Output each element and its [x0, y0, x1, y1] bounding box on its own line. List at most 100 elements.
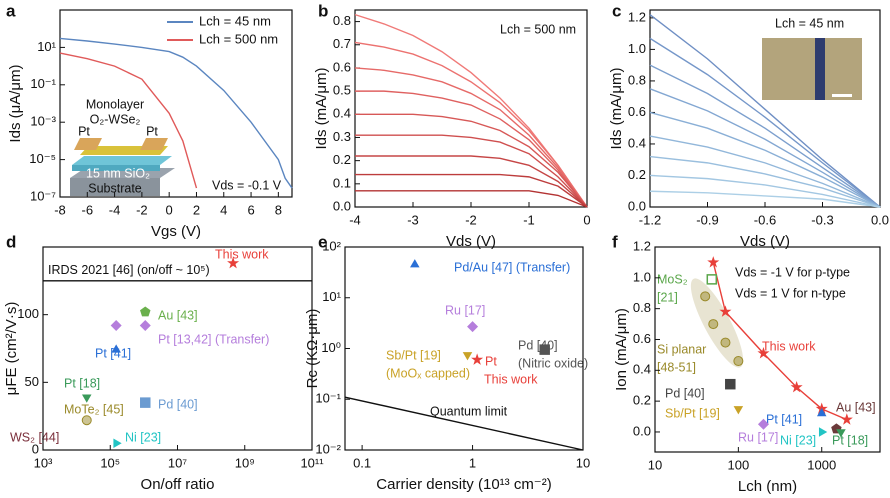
series-line [649, 155, 881, 208]
point-label: Ru [17] [738, 430, 778, 444]
data-point [110, 319, 122, 331]
data-point [113, 438, 122, 448]
x-tick-label: 6 [247, 202, 254, 217]
data-point [757, 418, 769, 430]
x-tick-label: 4 [220, 202, 227, 217]
data-point [720, 337, 731, 348]
x-tick-label: -0.6 [754, 212, 776, 227]
x-tick-label: -3 [407, 212, 419, 227]
x-tick-label: 1 [469, 455, 476, 470]
series-line [355, 90, 588, 208]
point-label: Au [43] [836, 400, 876, 414]
x-tick-label: 10⁵ [100, 455, 120, 470]
x-tick-label: -4 [109, 202, 121, 217]
y-tick-label: 10⁻¹ [315, 391, 341, 406]
x-tick-label: 10³ [34, 455, 53, 470]
series-line [355, 155, 588, 208]
annotation: Substrate [88, 181, 142, 195]
legend-label: Lch = 500 nm [199, 31, 278, 46]
x-tick-label: 1000 [807, 457, 836, 472]
annotation: Vds = -0.1 V [212, 178, 282, 192]
y-axis-label: Ion (mA/μm) [613, 308, 630, 391]
y-tick-label: 10⁻⁵ [29, 151, 56, 166]
point-label: Pt [18] [64, 376, 100, 390]
data-point [467, 321, 479, 333]
y-tick-label: 0.2 [628, 167, 646, 182]
x-tick-label: -1.2 [639, 212, 661, 227]
annotation: This work [484, 372, 538, 386]
data-point [462, 352, 473, 361]
x-axis-label: Vgs (V) [151, 223, 201, 240]
point-label: Sb/Pt [19] [386, 348, 441, 362]
y-tick-label: 1.2 [628, 9, 646, 24]
data-point [836, 429, 846, 438]
data-point [410, 259, 420, 268]
data-point [139, 319, 151, 331]
point-label: MoTe₂ [45] [64, 402, 124, 416]
y-tick-label: 0.4 [628, 135, 646, 150]
y-tick-label: 10⁰ [321, 340, 341, 355]
x-tick-label: 10 [576, 455, 590, 470]
series-line [355, 113, 588, 208]
y-tick-label: 0.6 [633, 331, 651, 346]
annotation: Pt [78, 124, 90, 138]
annotation: 15 nm SiO₂ [86, 166, 150, 180]
point-label: Pt [485, 354, 497, 368]
annotation: Monolayer [86, 97, 144, 111]
x-axis-label: Lch (nm) [738, 478, 797, 495]
y-tick-label: 0 [32, 441, 39, 456]
point-label: Pd [40] [158, 397, 198, 411]
annotation: Pt [146, 124, 158, 138]
y-tick-label: 100 [17, 306, 39, 321]
x-tick-label: 2 [193, 202, 200, 217]
series-line [649, 111, 881, 208]
y-tick-label: 10² [322, 238, 341, 253]
panel-label: d [6, 232, 16, 251]
y-tick-label: 10¹ [37, 39, 56, 54]
series-line [649, 174, 881, 208]
annotation: Vds = 1 V for n-type [735, 286, 846, 300]
data-point [725, 378, 736, 390]
data-point [733, 356, 744, 367]
point-label: Pt [41] [766, 412, 802, 426]
series-line [355, 134, 588, 208]
data-point [840, 413, 853, 425]
y-axis-label: Ids (mA/μm) [313, 68, 330, 150]
x-tick-label: -2 [465, 212, 477, 227]
data-point [757, 347, 770, 359]
x-axis-label: Carrier density (10¹³ cm⁻²) [376, 476, 551, 493]
annotation: (MoOₓ capped) [386, 366, 470, 380]
annotation: [21] [657, 290, 678, 304]
annotation: Lch = 500 nm [500, 22, 576, 36]
y-tick-label: 0.8 [628, 72, 646, 87]
x-tick-label: -1 [523, 212, 535, 227]
y-tick-label: 10⁻¹ [30, 76, 56, 91]
point-label: Pd [40] [665, 386, 705, 400]
x-tick-label: -0.9 [696, 212, 718, 227]
point-label: Ni [23] [125, 430, 161, 444]
series-line [355, 173, 588, 208]
series-line [649, 64, 881, 208]
y-axis-label: Ids (μA/μm) [7, 64, 24, 142]
point-label: Si planar [657, 342, 706, 356]
y-tick-label: 50 [25, 374, 39, 389]
y-axis-label: μFE (cm²/V·s) [3, 302, 20, 396]
point-label: MoS₂ [657, 272, 688, 286]
y-tick-label: 0.0 [333, 198, 351, 213]
series-line [355, 190, 588, 208]
y-tick-label: 0.1 [333, 175, 351, 190]
data-point [471, 353, 484, 365]
point-label: Ru [17] [445, 303, 485, 317]
data-point [719, 305, 732, 317]
x-tick-label: -2 [136, 202, 148, 217]
trend-line [712, 262, 848, 421]
y-tick-label: 0.8 [633, 300, 651, 315]
data-point [818, 427, 828, 437]
point-label: Pt [13,42] (Transfer) [158, 332, 269, 346]
point-label: Pt [41] [95, 346, 131, 360]
y-axis-label: Ids (mA/μm) [608, 68, 625, 150]
series-line [649, 37, 881, 208]
x-tick-label: 0.1 [353, 455, 371, 470]
data-point [706, 274, 718, 285]
